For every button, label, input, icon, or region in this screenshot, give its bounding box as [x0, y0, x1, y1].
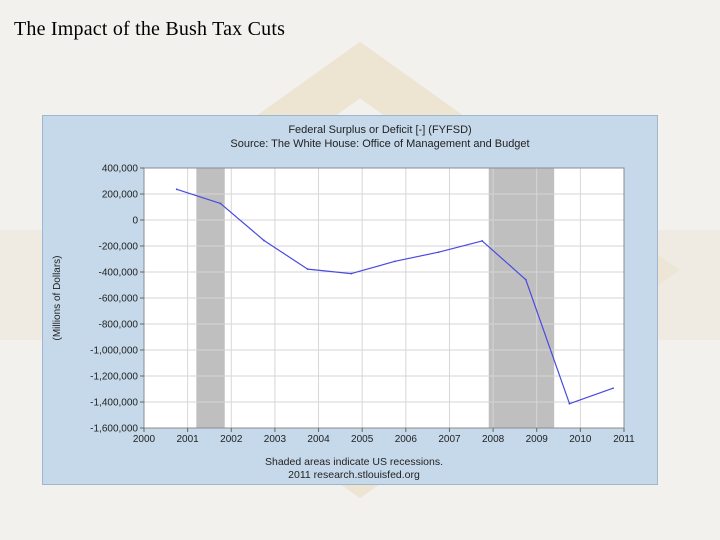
series-layer [175, 188, 614, 405]
data-point [263, 239, 265, 242]
y-tick-label: -800,000 [99, 320, 139, 331]
data-point [219, 202, 222, 205]
y-tick-label: -200,000 [99, 242, 139, 253]
data-point [394, 260, 396, 263]
data-point [568, 402, 571, 405]
y-tick-label: -400,000 [99, 268, 139, 279]
slide-title: The Impact of the Bush Tax Cuts [14, 18, 286, 40]
x-tick-label: 2010 [569, 434, 592, 445]
data-point [437, 251, 440, 254]
data-point [524, 278, 527, 281]
x-tick-label: 2005 [351, 434, 374, 445]
x-tick-label: 2008 [482, 434, 505, 445]
chart-panel: Federal Surplus or Deficit [-] (FYFSD) S… [42, 115, 658, 485]
x-tick-label: 2002 [220, 434, 243, 445]
footer-note: Shaded areas indicate US recessions. [265, 456, 443, 468]
data-point [612, 387, 614, 390]
data-point [350, 272, 353, 275]
y-tick-label: 0 [132, 216, 138, 227]
x-tick-label: 2007 [438, 434, 461, 445]
y-tick-label: -1,200,000 [90, 372, 138, 383]
data-point [175, 188, 178, 191]
x-tick-label: 2006 [395, 434, 418, 445]
x-tick-label: 2000 [133, 434, 156, 445]
y-axis-ticks: 400,000 200,000 0 -200,000 -400,000 -600,000 -… [90, 164, 144, 435]
x-tick-label: 2003 [264, 434, 287, 445]
y-tick-label: 200,000 [102, 190, 139, 201]
footer-source: 2011 research.stlouisfed.org [288, 469, 420, 481]
chart-subtitle: Source: The White House: Office of Manag… [230, 138, 529, 150]
y-axis-label: (Millions of Dollars) [52, 255, 63, 340]
x-tick-label: 2011 [613, 434, 635, 445]
x-tick-label: 2001 [177, 434, 200, 445]
data-point [481, 240, 484, 242]
data-point [306, 268, 309, 271]
line-chart: Federal Surplus or Deficit [-] (FYFSD) S… [52, 124, 635, 481]
y-tick-label: -1,600,000 [90, 424, 138, 435]
y-tick-label: -1,000,000 [90, 346, 138, 357]
y-tick-label: -600,000 [99, 294, 139, 305]
y-tick-label: -1,400,000 [90, 398, 138, 409]
x-axis-ticks: 2000 2001 2002 2003 2004 2005 2006 2007 2008 2009… [133, 428, 635, 445]
x-tick-label: 2009 [526, 434, 549, 445]
chart-title: Federal Surplus or Deficit [-] (FYFSD) [288, 124, 471, 136]
y-tick-label: 400,000 [102, 164, 139, 175]
x-tick-label: 2004 [307, 434, 330, 445]
